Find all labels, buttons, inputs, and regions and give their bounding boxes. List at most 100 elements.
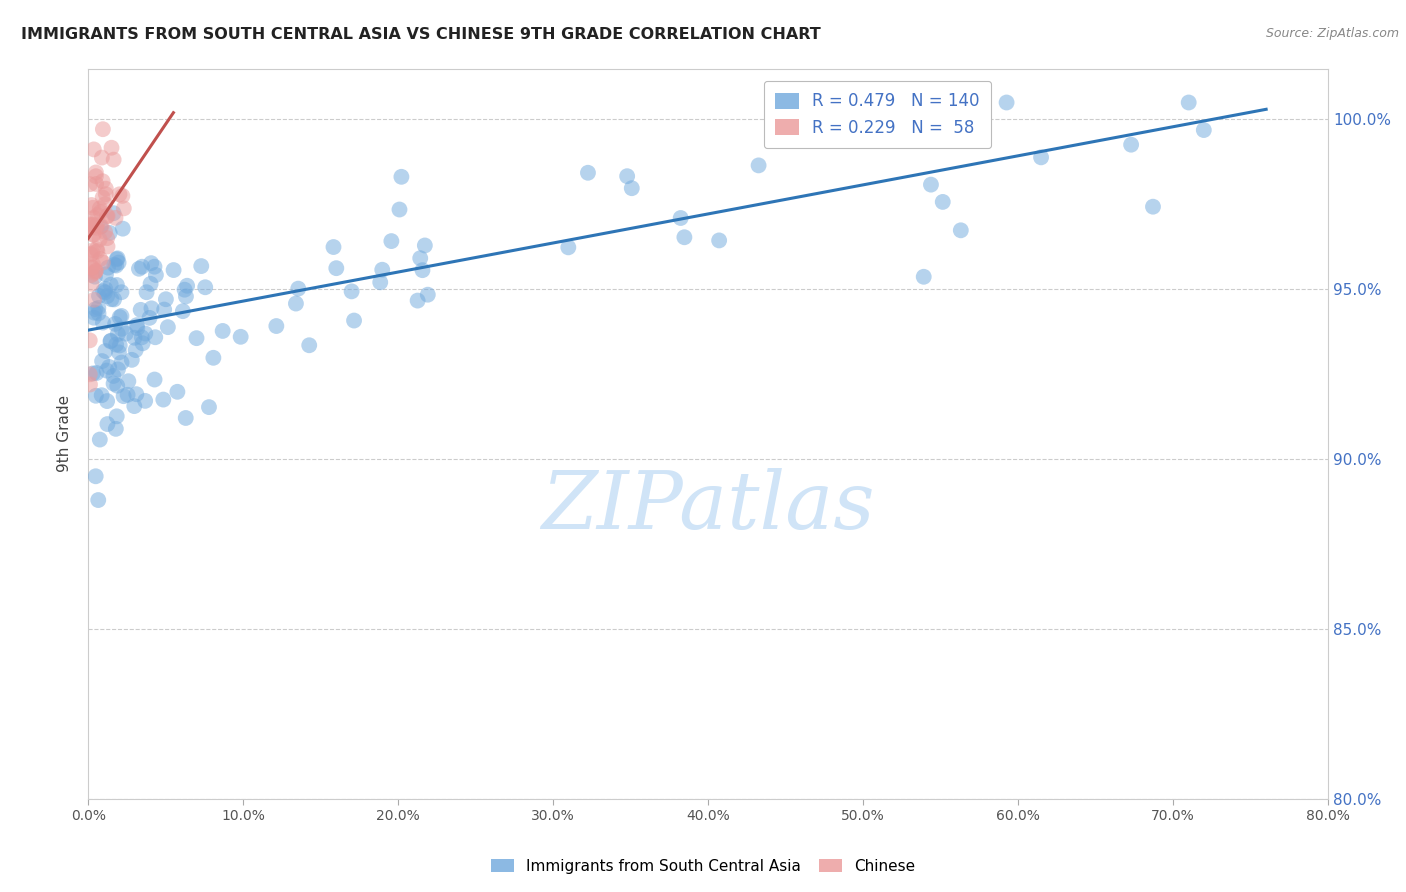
Point	[110, 322, 132, 336]
Point	[82, 218, 104, 232]
Point	[107, 362, 129, 376]
Point	[83, 142, 105, 156]
Point	[1177, 95, 1199, 110]
Point	[107, 326, 129, 341]
Point	[82, 243, 104, 257]
Point	[82, 246, 104, 260]
Point	[995, 95, 1018, 110]
Point	[190, 259, 212, 273]
Point	[100, 334, 122, 348]
Point	[143, 372, 166, 386]
Point	[131, 336, 153, 351]
Point	[104, 422, 127, 436]
Point	[79, 334, 101, 348]
Point	[100, 141, 122, 155]
Point	[84, 165, 107, 179]
Point	[94, 282, 117, 296]
Point	[84, 389, 107, 403]
Point	[162, 263, 184, 277]
Point	[86, 220, 108, 235]
Point	[90, 205, 112, 219]
Point	[86, 244, 108, 259]
Point	[127, 321, 149, 335]
Point	[84, 469, 107, 483]
Point	[322, 240, 344, 254]
Point	[103, 206, 125, 220]
Point	[83, 306, 105, 320]
Point	[91, 122, 114, 136]
Point	[1142, 200, 1164, 214]
Point	[98, 226, 121, 240]
Point	[89, 219, 111, 234]
Point	[91, 174, 114, 188]
Point	[673, 230, 696, 244]
Point	[80, 260, 103, 275]
Point	[87, 289, 110, 303]
Point	[152, 392, 174, 407]
Point	[94, 182, 117, 196]
Point	[176, 278, 198, 293]
Point	[134, 326, 156, 341]
Point	[368, 275, 391, 289]
Point	[143, 260, 166, 274]
Point	[84, 302, 107, 317]
Point	[388, 202, 411, 217]
Point	[298, 338, 321, 352]
Point	[389, 169, 412, 184]
Point	[145, 268, 167, 282]
Point	[87, 493, 110, 508]
Point	[110, 355, 132, 369]
Point	[121, 352, 143, 367]
Point	[143, 330, 166, 344]
Point	[82, 201, 104, 215]
Point	[117, 388, 139, 402]
Point	[141, 256, 163, 270]
Point	[134, 393, 156, 408]
Point	[287, 282, 309, 296]
Point	[124, 343, 146, 358]
Point	[84, 264, 107, 278]
Point	[112, 202, 135, 216]
Point	[266, 319, 288, 334]
Point	[80, 198, 103, 212]
Point	[616, 169, 638, 184]
Point	[669, 211, 692, 225]
Point	[949, 223, 972, 237]
Point	[172, 304, 194, 318]
Point	[131, 260, 153, 274]
Point	[138, 310, 160, 325]
Point	[139, 277, 162, 291]
Point	[173, 283, 195, 297]
Point	[406, 293, 429, 308]
Point	[211, 324, 233, 338]
Point	[84, 264, 107, 278]
Point	[108, 187, 131, 202]
Point	[108, 345, 131, 359]
Point	[105, 378, 128, 392]
Point	[912, 269, 935, 284]
Point	[103, 258, 125, 272]
Point	[84, 269, 107, 284]
Point	[89, 433, 111, 447]
Point	[108, 338, 131, 352]
Point	[112, 389, 135, 403]
Point	[284, 296, 307, 310]
Text: IMMIGRANTS FROM SOUTH CENTRAL ASIA VS CHINESE 9TH GRADE CORRELATION CHART: IMMIGRANTS FROM SOUTH CENTRAL ASIA VS CH…	[21, 27, 821, 42]
Point	[409, 251, 432, 265]
Point	[86, 218, 108, 232]
Point	[920, 178, 942, 192]
Point	[155, 292, 177, 306]
Text: ZIPatlas: ZIPatlas	[541, 468, 875, 546]
Point	[965, 95, 987, 110]
Point	[128, 261, 150, 276]
Point	[94, 344, 117, 359]
Point	[932, 194, 955, 209]
Point	[80, 268, 103, 282]
Point	[100, 292, 122, 306]
Point	[103, 368, 125, 383]
Point	[380, 234, 402, 248]
Point	[80, 247, 103, 261]
Point	[83, 227, 105, 242]
Point	[87, 306, 110, 320]
Point	[105, 409, 128, 424]
